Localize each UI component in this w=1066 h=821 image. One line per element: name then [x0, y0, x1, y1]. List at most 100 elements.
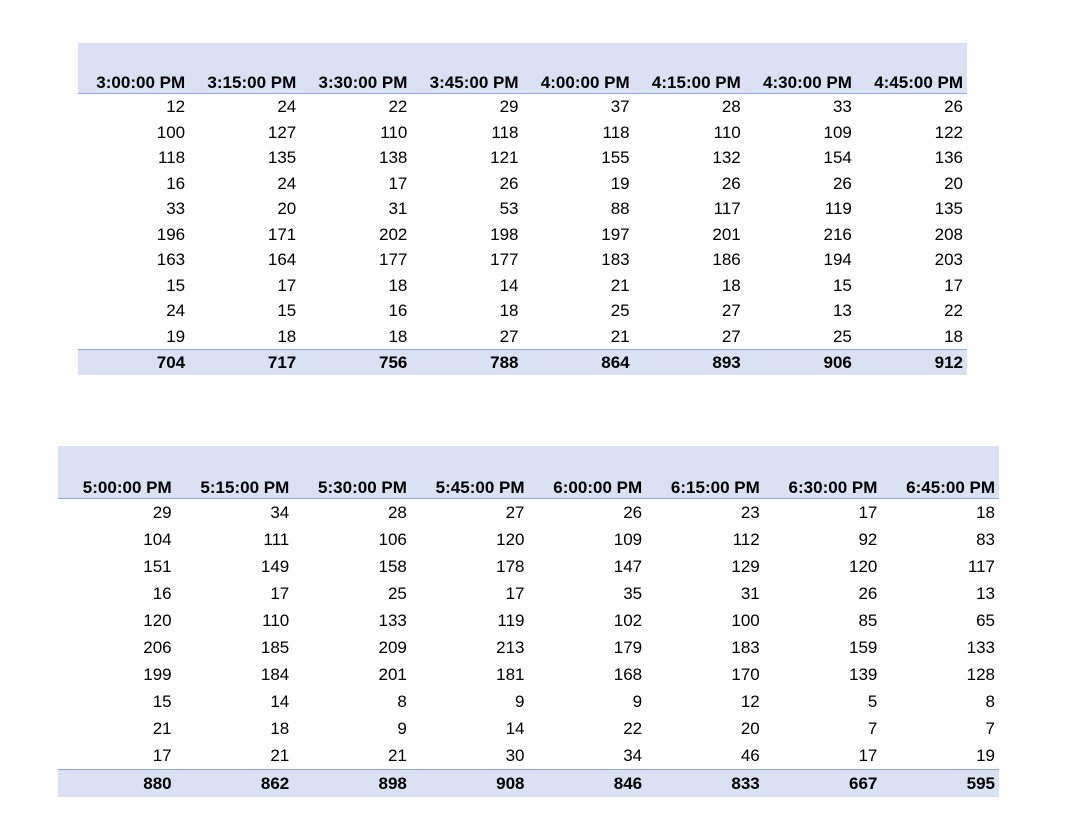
table-cell: 30 [505, 746, 525, 765]
table-cell: 110 [262, 611, 290, 630]
table-footer: 704 717 756 788 864 893 906 912 [78, 349, 967, 375]
table-cell: 135 [934, 199, 963, 218]
table-cell: 25 [832, 326, 852, 346]
total-cell: 756 [300, 349, 412, 375]
table-cell: 23 [740, 503, 760, 522]
table-cell: 31 [740, 584, 760, 603]
table-row: 19 18 18 27 21 27 25 18 [78, 324, 967, 350]
table-cell: 9 [397, 719, 407, 738]
table-cell: 8 [985, 692, 995, 711]
table-cell: 216 [823, 224, 852, 244]
table-cell: 17 [944, 275, 963, 295]
table-cell: 104 [143, 530, 172, 549]
table-cell: 135 [267, 148, 297, 167]
column-header: 3:30:00 PM [300, 43, 412, 94]
table-cell: 213 [496, 638, 525, 657]
table-header: 5:00:00 PM 5:15:00 PM 5:30:00 PM 5:45:00… [58, 446, 999, 499]
table-cell: 100 [731, 611, 760, 630]
table-cell: 122 [934, 122, 963, 142]
column-header: 3:15:00 PM [189, 43, 301, 94]
table-cell: 186 [712, 250, 741, 269]
table-cell: 112 [732, 530, 760, 549]
table-cell: 119 [824, 199, 852, 218]
total-cell: 846 [528, 769, 647, 797]
table-cell: 120 [143, 611, 172, 630]
column-header: 3:00:00 PM [78, 43, 190, 94]
total-cell: 864 [522, 349, 634, 375]
table-cell: 119 [497, 611, 525, 630]
table-cell: 16 [166, 173, 186, 193]
table-cell: 132 [712, 148, 741, 167]
table-cell: 136 [934, 148, 963, 167]
table-cell: 24 [277, 173, 297, 193]
table-cell: 24 [166, 301, 186, 320]
table-cell: 34 [623, 746, 643, 765]
table-cell: 198 [490, 224, 519, 244]
table-cell: 27 [505, 503, 525, 522]
table-cell: 33 [166, 199, 186, 218]
table-cell: 22 [623, 719, 643, 738]
table-cell: 26 [499, 173, 519, 193]
table-cell: 13 [976, 584, 995, 603]
table-cell: 14 [270, 692, 290, 711]
table-cell: 29 [152, 503, 172, 522]
table-cell: 17 [277, 275, 297, 295]
column-header: 4:15:00 PM [633, 43, 745, 94]
table-cell: 15 [277, 301, 297, 320]
table-cell: 203 [934, 250, 963, 269]
table-cell: 20 [944, 173, 963, 193]
table-cell: 155 [601, 148, 630, 167]
table-cell: 201 [378, 665, 407, 684]
table-cell: 35 [623, 584, 643, 603]
table-cell: 138 [379, 148, 408, 167]
table-cell: 21 [610, 326, 630, 346]
table-cell: 154 [823, 148, 852, 167]
table-cell: 21 [270, 746, 290, 765]
total-cell: 908 [410, 769, 529, 797]
table-cell: 199 [143, 665, 172, 684]
table-3pm-to-5pm: 3:00:00 PM 3:15:00 PM 3:30:00 PM 3:45:00… [78, 43, 967, 375]
table-row: 120 110 133 119 102 100 85 65 [58, 607, 999, 634]
table-cell: 120 [496, 530, 525, 549]
table-cell: 109 [613, 530, 643, 549]
column-header: 5:45:00 PM [410, 446, 529, 499]
total-cell: 717 [189, 349, 301, 375]
table-cell: 33 [832, 97, 852, 116]
total-cell: 898 [293, 769, 411, 797]
table-cell: 21 [152, 719, 172, 738]
table-row: 196 171 202 198 197 201 216 208 [78, 222, 967, 248]
table-header: 3:00:00 PM 3:15:00 PM 3:30:00 PM 3:45:00… [78, 43, 967, 94]
table-cell: 85 [858, 611, 878, 630]
table-row: 17 21 21 30 34 46 17 19 [58, 742, 999, 770]
total-cell: 833 [646, 769, 764, 797]
total-cell: 906 [744, 349, 856, 375]
table-cell: 18 [944, 326, 963, 346]
table-footer: 880 862 898 908 846 833 667 595 [58, 769, 999, 797]
total-cell: 788 [411, 349, 523, 375]
table-cell: 29 [499, 97, 519, 116]
column-header: 6:00:00 PM [528, 446, 647, 499]
total-row: 880 862 898 908 846 833 667 595 [58, 769, 999, 797]
table-cell: 83 [976, 530, 995, 549]
table-cell: 127 [267, 122, 297, 142]
table-cell: 19 [610, 173, 630, 193]
table-cell: 109 [823, 122, 852, 142]
table-cell: 14 [505, 719, 525, 738]
table-cell: 147 [613, 557, 643, 576]
table-cell: 177 [490, 250, 519, 269]
table-cell: 184 [260, 665, 290, 684]
table-row: 104 111 106 120 109 112 92 83 [58, 526, 999, 553]
table-cell: 22 [944, 301, 963, 320]
table-cell: 26 [944, 97, 963, 116]
table-cell: 17 [858, 746, 878, 765]
column-header: 5:00:00 PM [58, 446, 176, 499]
table-cell: 16 [152, 584, 172, 603]
table-cell: 168 [613, 665, 643, 684]
table-cell: 170 [731, 665, 760, 684]
table-cell: 28 [387, 503, 407, 522]
table-cell: 118 [158, 148, 186, 167]
table-cell: 117 [967, 557, 995, 576]
table-cell: 9 [515, 692, 525, 711]
table-row: 29 34 28 27 26 23 17 18 [58, 499, 999, 527]
header-row: 5:00:00 PM 5:15:00 PM 5:30:00 PM 5:45:00… [58, 446, 999, 499]
